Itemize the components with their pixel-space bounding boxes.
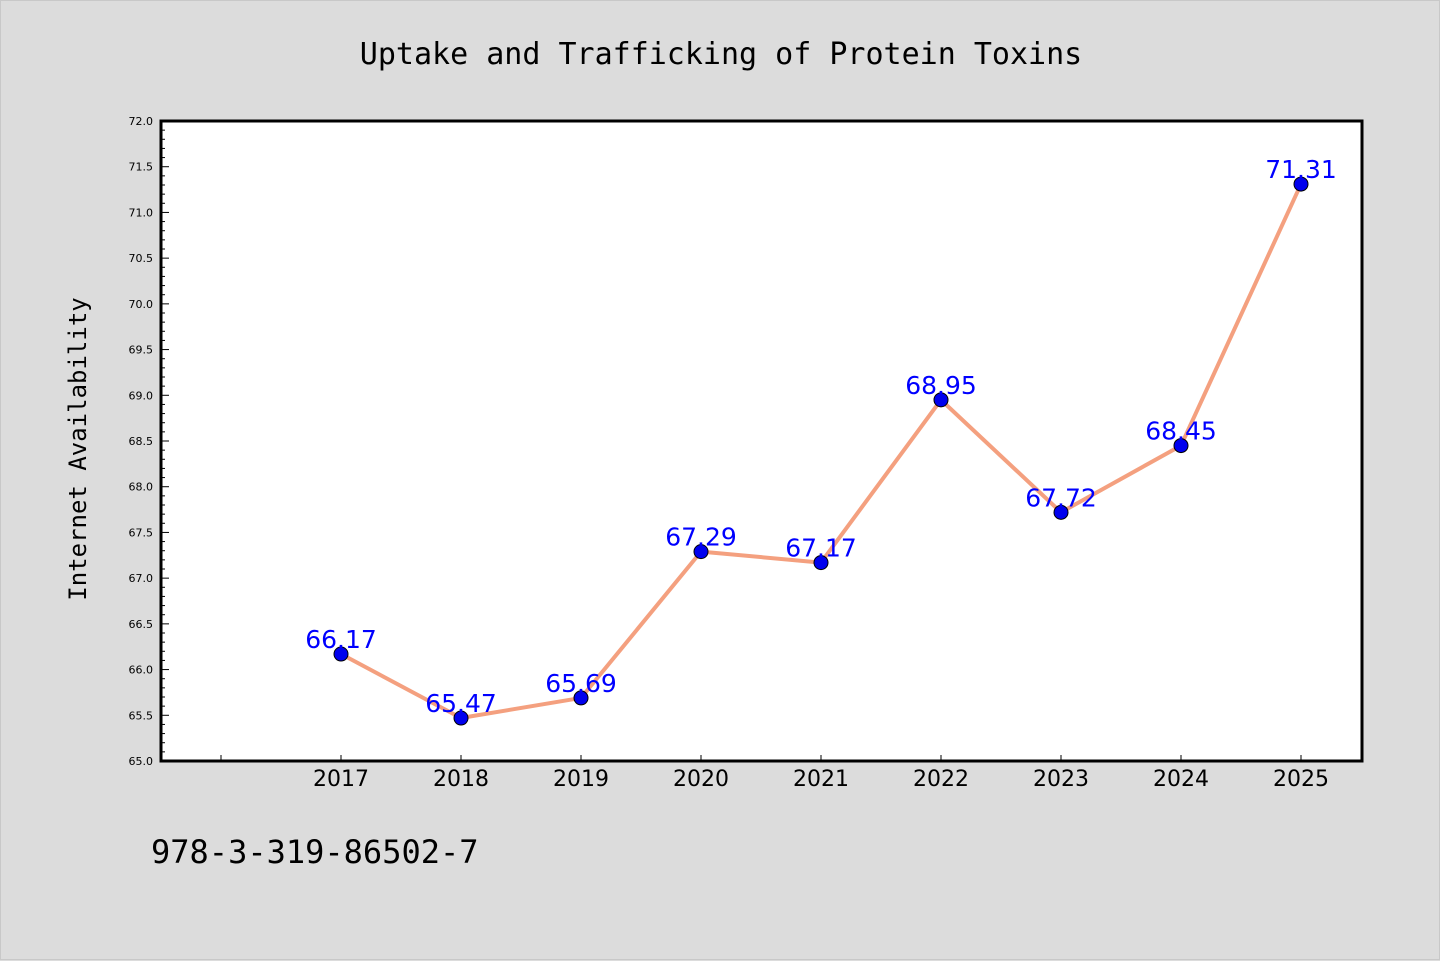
y-tick-label: 70.0 <box>129 298 154 311</box>
data-point <box>813 555 829 571</box>
plot-area <box>159 119 1364 763</box>
y-tick-label: 69.0 <box>129 389 154 402</box>
y-tick-label: 71.5 <box>129 161 154 174</box>
data-label: 65.69 <box>545 669 617 698</box>
x-tick-label: 2024 <box>1153 767 1209 792</box>
y-tick-label: 67.0 <box>129 572 154 585</box>
series-layer: 66.17 65.47 65.69 67.29 67.17 68.95 67.72 68.45… <box>305 155 1337 726</box>
y-tick-label: 71.0 <box>129 206 154 219</box>
data-label: 67.72 <box>1025 483 1097 512</box>
y-tick-label: 72.0 <box>129 115 154 128</box>
y-tick-label: 66.5 <box>129 618 154 631</box>
x-tick-label: 2023 <box>1033 767 1089 792</box>
data-label: 68.95 <box>905 371 977 400</box>
data-point <box>1173 438 1189 454</box>
x-tick-label: 2017 <box>313 767 369 792</box>
y-tick-label: 68.5 <box>129 435 154 448</box>
data-label: 67.17 <box>785 534 857 563</box>
data-point <box>933 392 949 408</box>
data-label: 66.17 <box>305 625 377 654</box>
data-point <box>1053 504 1069 520</box>
x-tick-label: 2018 <box>433 767 489 792</box>
data-point <box>1293 176 1309 192</box>
data-label: 65.47 <box>425 689 497 718</box>
isbn-footer: 978-3-319-86502-7 <box>151 833 479 871</box>
data-label: 71.31 <box>1265 155 1337 184</box>
y-tick-label: 67.5 <box>129 526 154 539</box>
y-tick-label: 65.0 <box>129 755 154 768</box>
x-axis: 2017 2018 2019 2020 2021 2022 2023 2024 2025 <box>220 755 1329 792</box>
y-tick-label: 70.5 <box>129 252 154 265</box>
x-tick-label: 2020 <box>673 767 729 792</box>
y-tick-label: 66.0 <box>129 664 154 677</box>
x-tick-label: 2021 <box>793 767 849 792</box>
chart-title: Uptake and Trafficking of Protein Toxins <box>360 37 1082 72</box>
x-tick-label: 2025 <box>1273 767 1329 792</box>
data-point <box>693 544 709 560</box>
data-label: 67.29 <box>665 523 737 552</box>
y-tick-label: 65.5 <box>129 709 154 722</box>
data-point <box>453 710 469 726</box>
y-axis-label: Internet Availability <box>64 297 92 600</box>
data-point <box>333 646 349 662</box>
data-point <box>573 690 589 706</box>
y-axis: 65.0 65.5 66.0 66.5 67.0 67.5 68.0 68.5 69.0 69.5… <box>129 115 169 768</box>
y-tick-label: 69.5 <box>129 344 154 357</box>
x-tick-label: 2019 <box>553 767 609 792</box>
y-tick-label: 68.0 <box>129 481 154 494</box>
data-label: 68.45 <box>1145 417 1217 446</box>
x-tick-label: 2022 <box>913 767 969 792</box>
